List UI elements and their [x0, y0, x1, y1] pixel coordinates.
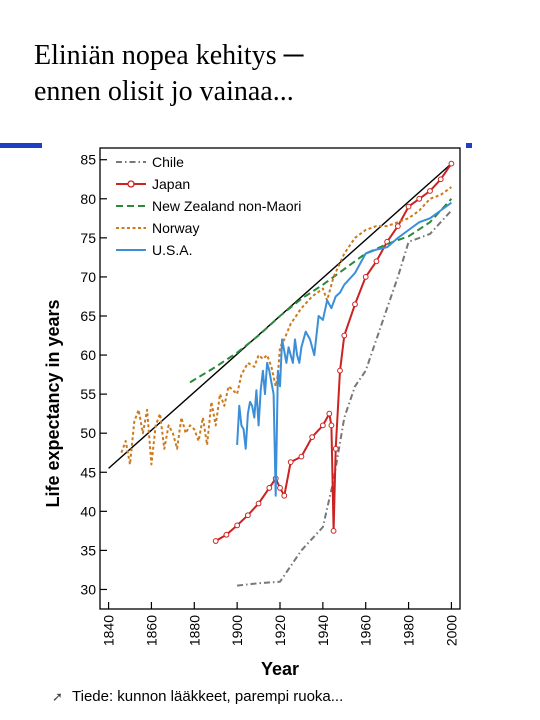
legend-label: New Zealand non-Maori	[152, 198, 301, 214]
chart-svg: 1840 1860 1880 1900 1920 1940 1960 1980 2000 30 35…	[43, 147, 461, 679]
y-tick-label: 80	[80, 191, 96, 207]
x-axis-title: Year	[261, 659, 299, 679]
series-point-japan	[319, 422, 326, 429]
series-point-japan	[277, 484, 283, 491]
x-tick-label: 1920	[272, 615, 288, 646]
arrow-bullet-icon: ➚	[52, 689, 63, 704]
series-point-japan	[337, 367, 343, 374]
y-tick-label: 75	[80, 230, 96, 246]
y-tick-label: 70	[80, 269, 96, 285]
x-tick-label: 2000	[443, 615, 459, 646]
title-accent-bar-right	[466, 143, 472, 148]
slide-title-line-2: ennen olisit jo vainaa...	[34, 76, 294, 107]
y-tick-label: 85	[80, 152, 96, 168]
title-accent-bar-left	[0, 143, 42, 148]
series-point-japan	[332, 445, 339, 452]
legend-label: Norway	[152, 220, 199, 236]
series-point-japan	[362, 274, 369, 280]
x-tick-label: 1980	[401, 615, 417, 646]
x-tick-label: 1900	[229, 615, 245, 646]
x-tick-label: 1880	[186, 615, 202, 646]
series-point-japan	[298, 453, 305, 460]
series-line-new-zealand-non-maori	[189, 198, 453, 384]
y-axis-title: Life expectancy in years	[43, 299, 63, 507]
series-point-japan	[234, 522, 241, 529]
legend-label: Japan	[152, 176, 190, 192]
x-tick-label: 1860	[143, 615, 159, 646]
series-point-japan	[266, 484, 273, 491]
series-point-japan	[244, 512, 251, 519]
y-tick-label: 60	[80, 347, 96, 363]
slide-title-line-1: Eliniän nopea kehitys ─	[34, 40, 304, 71]
series-point-japan	[373, 258, 380, 265]
series-point-japan	[437, 176, 444, 183]
series-point-japan	[309, 434, 316, 441]
y-tick-label: 35	[80, 542, 96, 558]
legend-label: U.S.A.	[152, 242, 192, 258]
series-point-japan	[341, 332, 348, 339]
y-tick-label: 65	[80, 308, 96, 324]
series-point-japan	[255, 500, 262, 507]
series-point-japan	[416, 195, 423, 202]
series-point-japan	[281, 492, 288, 499]
x-tick-label: 1940	[315, 615, 331, 646]
y-tick-label: 30	[80, 581, 96, 597]
life-expectancy-chart: 1840 1860 1880 1900 1920 1940 1960 1980 2000 30 35…	[42, 136, 466, 684]
series-line-norway	[120, 186, 452, 466]
series-point-japan	[223, 531, 230, 538]
x-tick-label: 1840	[101, 615, 117, 646]
series-point-japan	[330, 527, 337, 534]
series-point-japan	[352, 301, 358, 308]
y-tick-label: 45	[80, 464, 96, 480]
series-point-japan	[328, 422, 335, 429]
series-point-japan	[212, 538, 219, 544]
y-tick-label: 40	[80, 503, 96, 519]
legend-label: Chile	[152, 154, 184, 170]
series-point-japan	[405, 203, 412, 210]
y-tick-label: 55	[80, 386, 96, 402]
x-tick-label: 1960	[358, 615, 374, 646]
footer-text: Tiede: kunnon lääkkeet, parempi ruoka...	[72, 688, 344, 705]
series-point-japan	[394, 223, 401, 230]
legend-swatch-marker	[127, 180, 135, 188]
series-line-u-s-a-	[236, 201, 452, 497]
series-point-japan	[448, 160, 455, 167]
y-tick-label: 50	[80, 425, 96, 441]
series-line-japan	[215, 163, 453, 542]
slide-title: Eliniän nopea kehitys ─ ennen olisit jo …	[34, 38, 504, 110]
series-point-japan	[326, 410, 333, 417]
slide-footer: ➚ Tiede: kunnon lääkkeet, parempi ruoka..…	[52, 688, 343, 705]
series-line-chile	[236, 209, 453, 587]
series-point-japan	[427, 188, 433, 194]
series-point-japan	[287, 459, 294, 466]
